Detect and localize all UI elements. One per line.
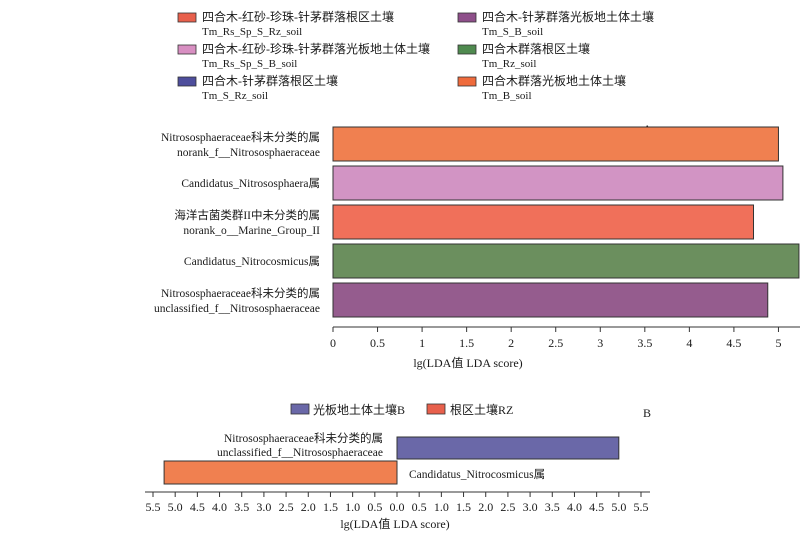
- x-tick-label-b: 3.5: [545, 500, 560, 514]
- legend-label: 根区土壤RZ: [450, 402, 513, 417]
- x-tick-label-a: 4: [686, 336, 692, 350]
- x-tick-label-a: 1.5: [459, 336, 474, 350]
- bar-label: Nitrososphaeraceae科未分类的属: [161, 130, 320, 144]
- x-tick-label-b: 3.0: [523, 500, 538, 514]
- x-tick-label-b: 0.5: [412, 500, 427, 514]
- x-tick-label-a: 0.5: [370, 336, 385, 350]
- x-tick-label-a: 2: [508, 336, 514, 350]
- bar-label-code: norank_f__Nitrososphaeraceae: [177, 147, 320, 159]
- legend-label: 四合木-针茅群落光板地土体土壤: [482, 9, 654, 24]
- x-tick-label-b: 3.5: [234, 500, 249, 514]
- legend-swatch: [457, 44, 477, 55]
- x-tick-label-a: 3: [597, 336, 603, 350]
- bar-label: Candidatus_Nitrocosmicus属: [184, 255, 320, 268]
- x-tick-label-b: 4.0: [212, 500, 227, 514]
- x-tick-label-b: 0.0: [390, 500, 405, 514]
- legend-swatch: [177, 12, 197, 23]
- bar-a: [332, 282, 769, 318]
- x-tick-label-b: 4.5: [190, 500, 205, 514]
- x-tick-label-b: 0.5: [367, 500, 382, 514]
- x-tick-label-b: 1.0: [345, 500, 360, 514]
- x-tick-label-b: 1.5: [456, 500, 471, 514]
- x-tick-label-b: 2.5: [500, 500, 515, 514]
- legend-label: 光板地土体土壤B: [313, 402, 405, 417]
- x-tick-label-b: 5.5: [146, 500, 161, 514]
- x-tick-label-b: 1.0: [434, 500, 449, 514]
- panel-label-b: B: [643, 406, 651, 420]
- bar-a: [332, 204, 755, 240]
- legend-label: 四合木群落根区土壤: [482, 41, 590, 56]
- legend-label: 四合木-红砂-珍珠-针茅群落光板地土体土壤: [202, 41, 430, 56]
- x-tick-label-b: 3.0: [256, 500, 271, 514]
- bar-label: 海洋古菌类群II中未分类的属: [174, 208, 320, 222]
- x-tick-label-b: 5.0: [168, 500, 183, 514]
- x-tick-label-b: 5.0: [611, 500, 626, 514]
- bar-a: [332, 243, 800, 279]
- legend-swatch: [457, 12, 477, 23]
- legend-code: Tm_B_soil: [482, 90, 532, 102]
- x-tick-label-b: 2.5: [279, 500, 294, 514]
- legend-code: Tm_S_B_soil: [482, 26, 543, 38]
- legend-swatch: [290, 403, 310, 415]
- x-tick-label-a: 2.5: [548, 336, 563, 350]
- legend-label: 四合木群落光板地土体土壤: [482, 73, 626, 88]
- bar-label: Candidatus_Nitrososphaera属: [181, 177, 320, 190]
- x-tick-label-a: 0: [330, 336, 336, 350]
- x-tick-label-b: 4.5: [589, 500, 604, 514]
- x-tick-label-b: 1.5: [323, 500, 338, 514]
- x-tick-label-b: 2.0: [478, 500, 493, 514]
- legend-swatch: [177, 76, 197, 87]
- bar-a: [332, 126, 779, 162]
- bar-label: Candidatus_Nitrocosmicus属: [409, 468, 545, 481]
- x-axis-title-a: lg(LDA值 LDA score): [413, 355, 522, 370]
- bar-label-code: norank_o__Marine_Group_II: [183, 225, 320, 237]
- bar-b-positive: [396, 436, 620, 460]
- legend-code: Tm_Rz_soil: [482, 58, 536, 70]
- legend-label: 四合木-红砂-珍珠-针茅群落根区土壤: [202, 9, 394, 24]
- x-tick-label-a: 1: [419, 336, 425, 350]
- x-tick-label-b: 2.0: [301, 500, 316, 514]
- x-tick-label-a: 3.5: [637, 336, 652, 350]
- x-axis-title-b: lg(LDA值 LDA score): [340, 516, 449, 531]
- legend-label: 四合木-针茅群落根区土壤: [202, 73, 338, 88]
- legend-code: Tm_S_Rz_soil: [202, 90, 268, 102]
- legend-code: Tm_Rs_Sp_S_B_soil: [202, 58, 297, 70]
- x-tick-label-b: 4.0: [567, 500, 582, 514]
- x-tick-label-a: 5: [775, 336, 781, 350]
- x-tick-label-a: 4.5: [726, 336, 741, 350]
- legend-code: Tm_Rs_Sp_S_Rz_soil: [202, 26, 302, 38]
- bar-label-code: unclassified_f__Nitrososphaeraceae: [154, 303, 320, 315]
- bar-b-negative: [163, 460, 398, 485]
- bar-label: Nitrososphaeraceae科未分类的属: [224, 431, 383, 445]
- legend-swatch: [457, 76, 477, 87]
- bar-a: [332, 165, 784, 201]
- bar-label-code: unclassified_f__Nitrososphaeraceae: [217, 447, 383, 459]
- legend-swatch: [426, 403, 446, 415]
- x-tick-label-b: 5.5: [634, 500, 649, 514]
- legend-swatch: [177, 44, 197, 55]
- bar-label: Nitrososphaeraceae科未分类的属: [161, 286, 320, 300]
